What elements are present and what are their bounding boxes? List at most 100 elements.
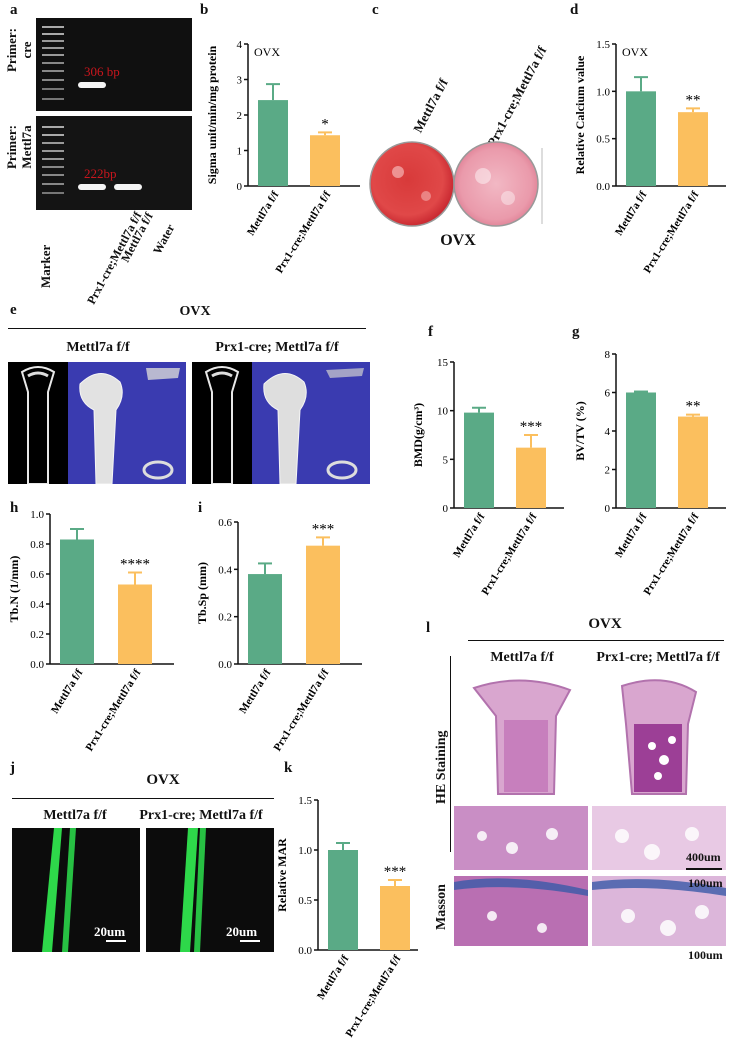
y-axis-label: BV/TV (%) [573,401,587,460]
category-label: Prx1-cre;Mettl7a f/f [271,667,331,753]
y-axis-label: Sigma unit/min/mg protein [205,45,219,184]
y-axis-label: BMD(g/cm³) [414,403,425,467]
primer-cre-label: Primer: cre [4,20,34,80]
bar-chart-mar: 0.0 0.5 1.0 1.5 Relative MAR Mettl7a f/fPrx1-… [278,795,418,1039]
fluor-title: OVX [146,772,180,788]
panel-label-i: i [198,500,203,516]
y-tick-label: 1.0 [298,845,312,857]
y-tick-label: 0.2 [30,629,44,641]
y-tick-label: 2 [237,110,243,122]
panel-label-g: g [572,324,580,340]
y-tick-label: 0.5 [298,895,312,907]
panel-label-f: f [428,324,433,340]
bar-chart-alp: 0 1 2 3 4 Sigma unit/min/mg protein OVX Mettl7a… [205,39,360,275]
y-axis-label: Tb.Sp (mm) [195,562,209,624]
chart-annotation: OVX [622,45,648,59]
category-label: Mettl7a f/f [451,511,488,560]
band-size-bottom: 222bp [84,166,117,181]
lane-label-marker: Marker [38,244,53,288]
bar-wt [248,574,282,664]
histology-scale-2: 100um [688,876,723,890]
bar-ko [516,447,546,508]
panel-label-c: c [372,2,379,18]
histology-col2-label: Prx1-cre; Mettl7a f/f [596,650,720,665]
y-tick-label: 0.8 [30,539,44,551]
fluor-wt [12,828,140,952]
y-tick-label: 0.6 [218,517,232,529]
y-tick-label: 1 [237,146,243,158]
he-low-ko [620,679,698,795]
category-label: Mettl7a f/f [245,189,282,238]
significance-label: *** [312,521,335,537]
histology-scale-1: 400um [686,850,721,864]
category-label: Prx1-cre;Mettl7a f/f [83,667,143,753]
y-tick-label: 1.0 [596,86,610,98]
plate-label-ko: Prx1-cre;Mettl7a f/f [484,43,550,150]
plate-caption: OVX [440,232,476,249]
y-tick-label: 1.5 [298,795,312,807]
band-size-top: 306 bp [84,64,120,79]
primer-mettl7a-label: Primer: Mettl7a [4,112,34,182]
panel-label-b: b [200,2,209,18]
fluor-rule [12,798,274,799]
y-tick-label: 1.5 [596,39,610,51]
panel-label-l: l [426,620,431,636]
fluor-scale-2: 20um [226,924,258,939]
category-label: Prx1-cre;Mettl7a f/f [641,511,701,597]
y-tick-label: 0 [605,503,611,515]
histology-row1-label: HE Staining [434,730,449,804]
bar-ko [118,584,152,664]
y-tick-label: 5 [443,454,449,466]
y-tick-label: 6 [605,388,611,400]
fluor-scale-1: 20um [94,924,126,939]
y-tick-label: 0.5 [596,134,610,146]
y-tick-label: 4 [605,426,611,438]
category-label: Mettl7a f/f [315,953,352,1002]
y-tick-label: 8 [605,349,611,361]
histology-rule [468,640,724,641]
histology-he-bracket [450,656,451,852]
y-tick-label: 15 [437,357,449,369]
marker-ladder-bottom [42,126,64,194]
bar-chart-tbsp: 0.0 0.2 0.4 0.6 Tb.Sp (mm) Mettl7a f/fPrx1-cr… [195,517,362,753]
category-label: Mettl7a f/f [613,511,650,560]
bar-ko [678,416,708,508]
y-tick-label: 0.0 [298,945,312,957]
y-axis-label: Relative Calcium value [573,55,587,174]
significance-label: * [321,116,329,132]
primer-mettl7a-line2: Mettl7a [19,125,34,169]
fluor-scalebar-1 [106,940,126,942]
y-tick-label: 0.4 [218,564,232,576]
category-label: Prx1-cre;Mettl7a f/f [343,953,403,1039]
primer-cre-line2: cre [19,41,34,59]
significance-label: **** [120,557,150,573]
bar-wt [60,539,94,664]
plate-wt [369,141,455,227]
bar-wt [258,100,288,186]
microct-ko [192,362,370,484]
bar-chart-bvtv: 0 2 4 6 8 BV/TV (%) Mettl7a f/fPrx1-cre;Mettl7… [573,349,726,597]
histology-row2-label: Masson [434,884,449,930]
panel-label-d: d [570,2,579,18]
y-tick-label: 0 [237,181,243,193]
significance-label: *** [520,419,543,435]
y-tick-label: 0.2 [218,612,232,624]
plate-ko [453,141,539,227]
y-tick-label: 2 [605,465,611,477]
histology-col1-label: Mettl7a f/f [490,650,554,665]
y-tick-label: 10 [437,406,449,418]
bar-chart-tbn: 0.0 0.2 0.4 0.6 0.8 1.0 Tb.N (1/mm) Mettl7a f/f… [7,509,174,753]
panel-label-a: a [10,2,18,18]
significance-label: ** [686,92,701,108]
bar-wt [464,412,494,508]
bar-chart-calcium: 0.0 0.5 1.0 1.5 Relative Calcium value OVX Met… [573,39,726,275]
fluor-scalebar-2 [240,940,260,942]
category-label: Mettl7a f/f [237,667,274,716]
y-tick-label: 0.0 [218,659,232,671]
he-low-wt [472,679,572,795]
gel-band-mettl7a-1 [78,184,106,190]
microct-rule [8,328,366,329]
y-tick-label: 0.4 [30,599,44,611]
microct-wt [8,362,186,484]
y-tick-label: 4 [237,39,243,51]
